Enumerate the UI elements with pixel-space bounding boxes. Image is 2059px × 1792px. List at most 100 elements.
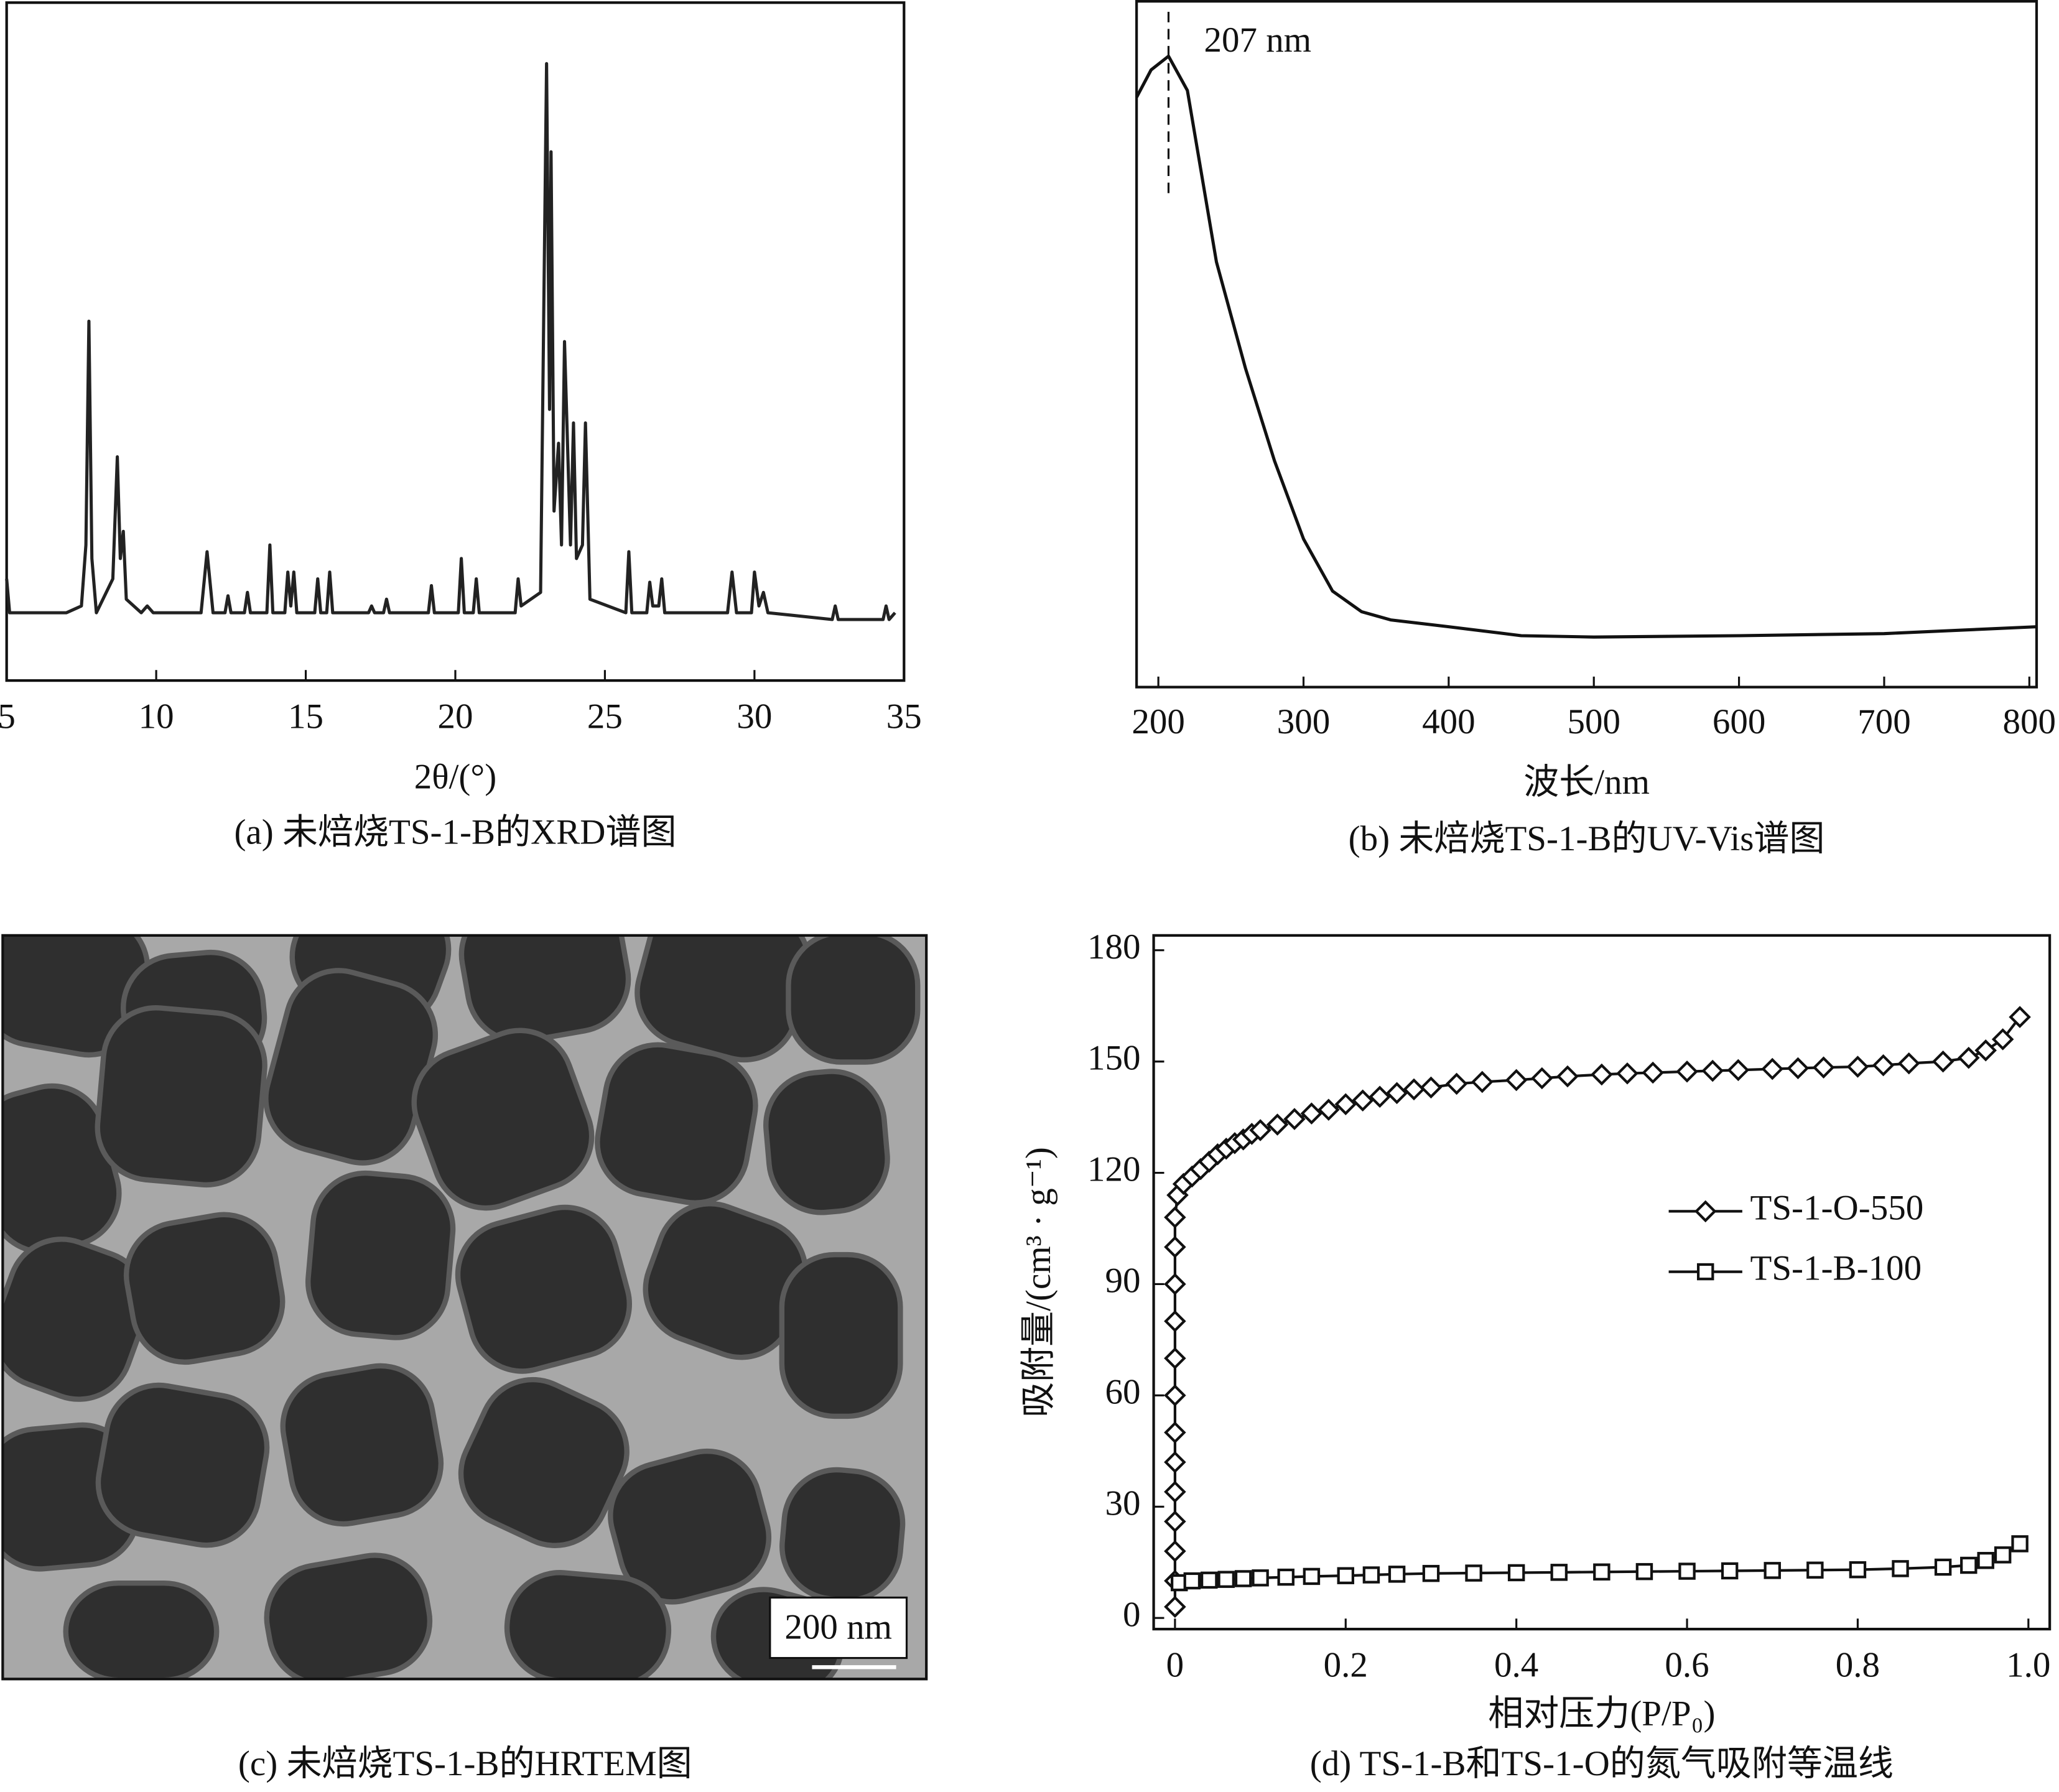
x-axis-label: 相对压力(P/P₀): [1488, 1694, 1715, 1734]
marker: [1303, 1567, 1321, 1585]
x-tick-label: 0: [1166, 1646, 1184, 1685]
x-tick-label: 15: [288, 697, 323, 736]
data-line: [1173, 1016, 2021, 1607]
x-tick-label: 0.4: [1494, 1646, 1538, 1685]
marker: [1846, 1056, 1869, 1078]
marker: [1351, 1089, 1374, 1112]
caption: (a) 未焙烧TS-1-B的XRD谱图: [234, 812, 676, 852]
marker: [1283, 1108, 1306, 1130]
marker: [1362, 1566, 1380, 1584]
marker: [1531, 1067, 1553, 1090]
x-tick-label: 0.2: [1324, 1646, 1368, 1685]
x-tick-label: 0.6: [1665, 1646, 1709, 1685]
legend-label: TS-1-O-550: [1750, 1188, 1924, 1227]
legend-marker: [1696, 1263, 1714, 1281]
marker: [1616, 1062, 1638, 1085]
marker: [1960, 1556, 1978, 1574]
marker: [1300, 1102, 1323, 1125]
marker: [1164, 1384, 1186, 1407]
marker: [1471, 1070, 1494, 1093]
x-tick-label: 0.8: [1836, 1646, 1880, 1685]
annotation: 207 nm: [1204, 21, 1312, 60]
marker: [1403, 1078, 1425, 1101]
x-tick-label: 30: [737, 697, 772, 736]
marker: [1164, 1595, 1186, 1618]
marker: [1164, 1236, 1186, 1258]
marker: [1277, 1568, 1294, 1586]
marker: [1164, 1540, 1186, 1562]
marker: [1591, 1063, 1613, 1086]
plot-frame: [5, 1, 906, 682]
y-axis-label: 吸附量/(cm³ · g⁻¹): [1019, 1147, 1058, 1418]
tem-image: [2, 935, 927, 1679]
marker: [1507, 1564, 1525, 1582]
y-tick-label: 30: [1105, 1483, 1140, 1523]
particle: [2, 1237, 150, 1402]
particle: [608, 1448, 772, 1605]
marker: [1635, 1562, 1653, 1581]
marker: [1812, 1056, 1835, 1079]
marker: [1420, 1076, 1443, 1099]
marker: [1334, 1093, 1357, 1115]
marker: [1892, 1560, 1909, 1577]
marker: [1164, 1421, 1186, 1444]
marker: [1337, 1567, 1355, 1584]
marker: [1252, 1569, 1269, 1587]
particle: [763, 1069, 890, 1215]
marker: [1422, 1564, 1440, 1582]
particle: [63, 1580, 220, 1679]
marker: [1806, 1561, 1824, 1579]
marker: [1266, 1113, 1289, 1136]
marker: [1556, 1065, 1579, 1088]
marker: [1164, 1451, 1186, 1474]
marker: [1505, 1069, 1528, 1092]
x-tick-label: 5: [0, 697, 16, 736]
marker: [2011, 1535, 2029, 1553]
marker: [1977, 1552, 1994, 1569]
marker: [1849, 1561, 1867, 1579]
marker: [1764, 1562, 1781, 1579]
particle: [305, 1170, 456, 1340]
x-tick-label: 400: [1422, 702, 1476, 741]
marker: [1678, 1562, 1696, 1580]
marker: [1318, 1098, 1340, 1121]
marker: [1201, 1571, 1218, 1589]
marker: [1642, 1061, 1664, 1084]
data-line: [5, 62, 896, 621]
x-tick-label: 500: [1567, 702, 1620, 741]
marker: [1676, 1060, 1698, 1083]
marker: [1931, 1050, 1954, 1073]
marker: [1217, 1571, 1235, 1588]
marker: [1249, 1119, 1271, 1141]
particle: [595, 1042, 758, 1206]
tem-frame: [1, 934, 928, 1681]
y-tick-label: 180: [1087, 927, 1141, 967]
caption: (b) 未焙烧TS-1-B的UV-Vis谱图: [1349, 819, 1825, 858]
x-tick-label: 600: [1713, 702, 1766, 741]
caption: (c) 未焙烧TS-1-B的HRTEM图: [238, 1744, 692, 1783]
marker: [1385, 1082, 1408, 1105]
y-tick-label: 60: [1105, 1372, 1140, 1411]
marker: [1934, 1558, 1952, 1576]
marker: [1164, 1273, 1186, 1296]
particle: [786, 935, 921, 1065]
marker: [1183, 1572, 1201, 1590]
marker: [1164, 1206, 1186, 1228]
marker: [1787, 1057, 1810, 1080]
x-tick-label: 1.0: [2006, 1646, 2050, 1685]
marker: [1727, 1059, 1750, 1082]
marker: [1234, 1570, 1252, 1587]
marker: [1388, 1566, 1406, 1583]
y-tick-label: 120: [1087, 1150, 1141, 1189]
marker: [1369, 1085, 1391, 1108]
x-axis-label: 2θ/(°): [414, 758, 496, 797]
particle: [779, 1251, 903, 1419]
scale-bar-label: 200 nm: [784, 1607, 892, 1646]
x-tick-label: 700: [1857, 702, 1911, 741]
particle: [458, 935, 631, 1044]
marker: [1445, 1072, 1468, 1095]
particle: [95, 1005, 267, 1188]
particle: [779, 1467, 906, 1603]
